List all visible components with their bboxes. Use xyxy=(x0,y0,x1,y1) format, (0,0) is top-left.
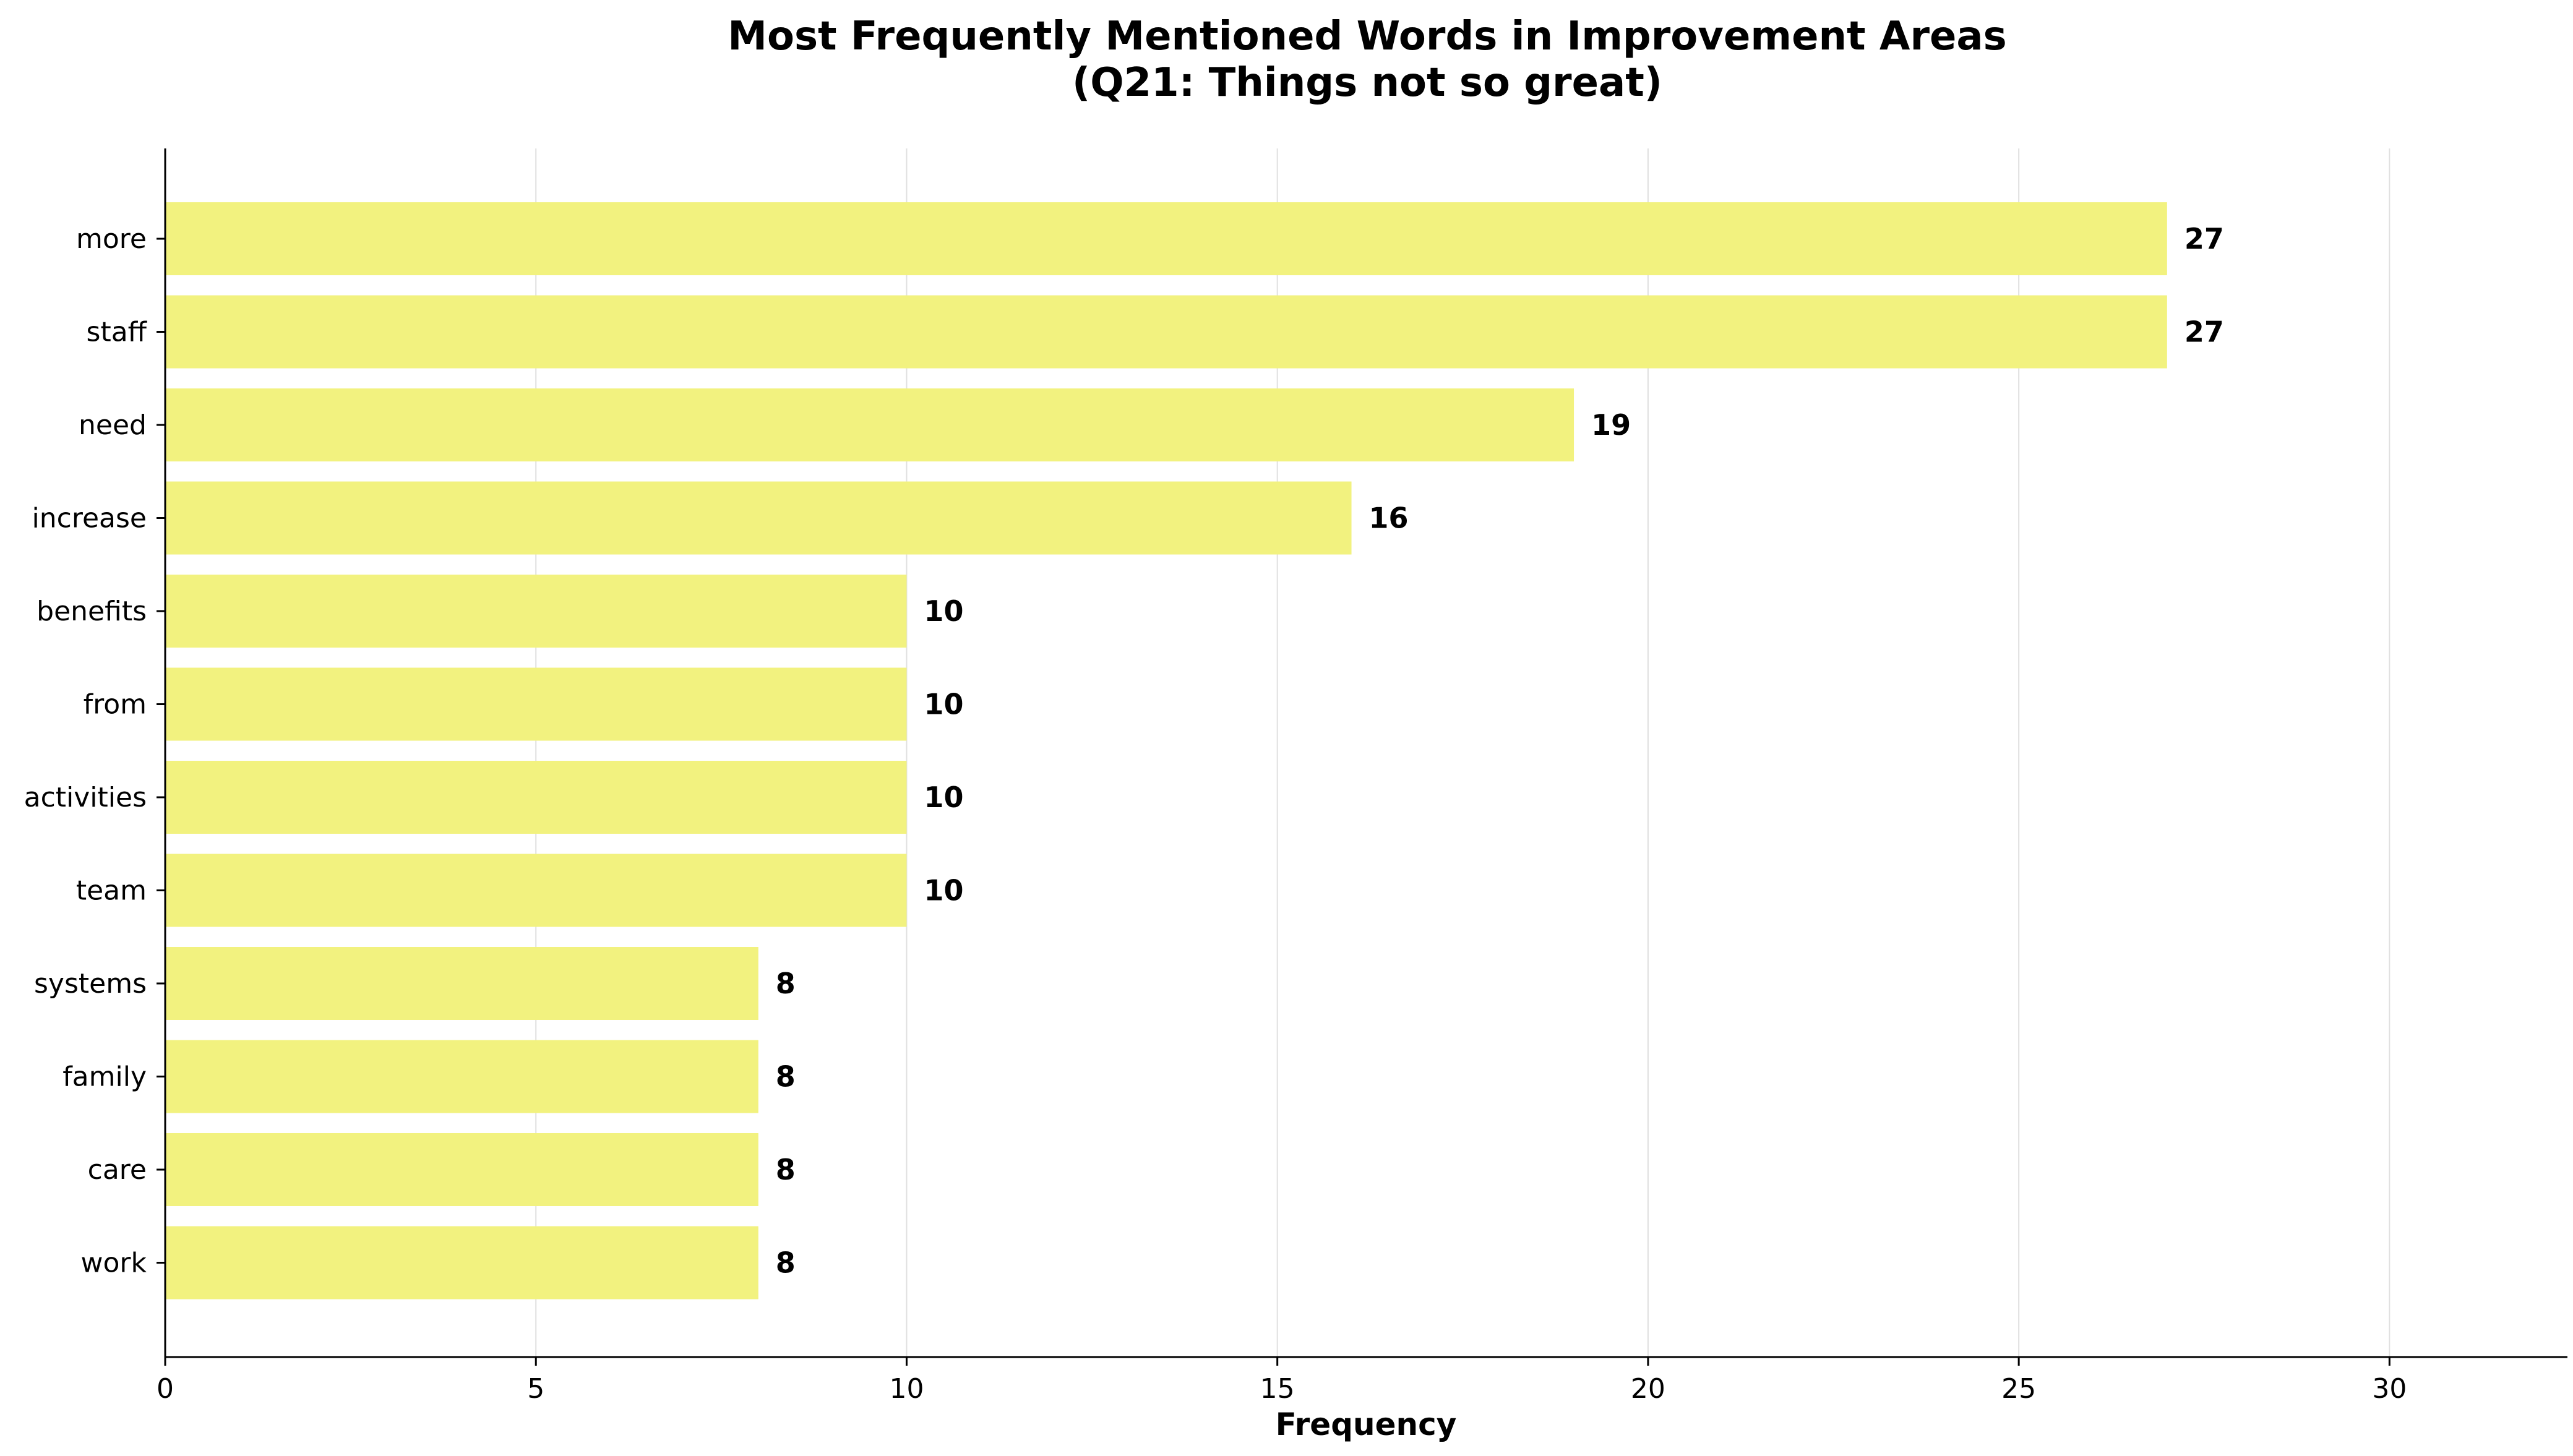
y-tick-label-activities: activities xyxy=(24,782,147,813)
x-tick-label-30: 30 xyxy=(2372,1373,2407,1405)
bar-care xyxy=(165,1133,758,1206)
data-label-staff: 27 xyxy=(2184,315,2224,349)
y-tick-label-benefits: benefits xyxy=(37,596,147,627)
data-label-team: 10 xyxy=(924,874,963,907)
y-tick-label-staff: staff xyxy=(87,317,148,348)
data-label-activities: 10 xyxy=(924,781,963,814)
data-label-increase: 16 xyxy=(1369,502,1409,535)
bars xyxy=(165,202,2167,1300)
data-label-benefits: 10 xyxy=(924,594,963,628)
x-tick-label-0: 0 xyxy=(157,1373,174,1405)
bar-activities xyxy=(165,761,907,834)
x-tick-label-15: 15 xyxy=(1260,1373,1295,1405)
data-labels: 27 27 19 16 10 10 10 10 8 8 8 8 xyxy=(776,222,2224,1280)
y-tick-labels: more staff need increase benefits from activit… xyxy=(24,223,165,1279)
y-tick-label-more: more xyxy=(76,223,147,255)
x-tick-label-25: 25 xyxy=(2001,1373,2036,1405)
data-label-care: 8 xyxy=(776,1153,796,1186)
bar-work xyxy=(165,1226,758,1300)
y-tick-label-team: team xyxy=(76,875,147,907)
y-tick-label-work: work xyxy=(81,1248,147,1279)
x-tick-label-10: 10 xyxy=(889,1373,924,1405)
x-tick-label-20: 20 xyxy=(1631,1373,1665,1405)
y-tick-label-systems: systems xyxy=(34,968,147,1000)
chart-title: Most Frequently Mentioned Words in Impro… xyxy=(728,14,2006,59)
bar-increase xyxy=(165,481,1352,555)
bar-from xyxy=(165,667,907,741)
chart-subtitle: (Q21: Things not so great) xyxy=(1072,60,1662,106)
bar-family xyxy=(165,1040,758,1113)
y-tick-label-need: need xyxy=(79,409,147,441)
data-label-need: 19 xyxy=(1591,408,1631,442)
data-label-more: 27 xyxy=(2184,222,2224,255)
y-tick-label-increase: increase xyxy=(32,503,147,534)
data-label-from: 10 xyxy=(924,688,963,721)
y-tick-label-from: from xyxy=(84,689,147,721)
x-tick-label-5: 5 xyxy=(527,1373,544,1405)
x-axis-label: Frequency xyxy=(1276,1407,1457,1442)
data-label-systems: 8 xyxy=(776,967,796,1000)
data-label-family: 8 xyxy=(776,1060,796,1094)
bar-staff xyxy=(165,295,2167,369)
bar-more xyxy=(165,202,2167,275)
bar-systems xyxy=(165,947,758,1020)
axes xyxy=(164,148,2567,1358)
y-tick-label-care: care xyxy=(88,1154,147,1186)
bar-benefits xyxy=(165,575,907,648)
x-tick-labels: 0 5 10 15 20 25 30 xyxy=(157,1357,2407,1405)
data-label-work: 8 xyxy=(776,1246,796,1280)
bar-team xyxy=(165,854,907,927)
y-tick-label-family: family xyxy=(62,1061,147,1093)
bar-need xyxy=(165,388,1574,461)
